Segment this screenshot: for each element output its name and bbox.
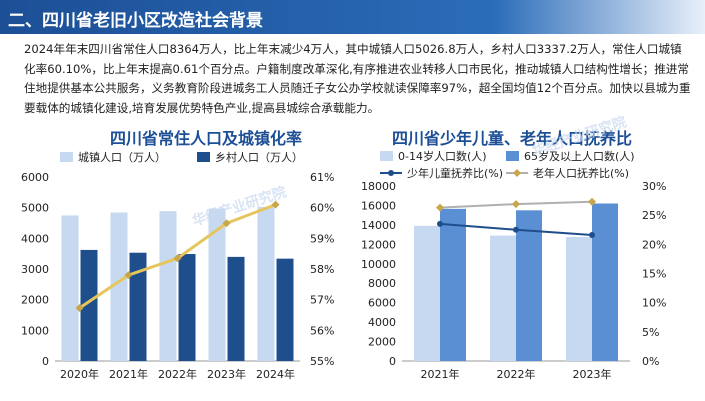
- left-y2-tick-label: 58%: [310, 263, 334, 276]
- left-y2-tick-label: 57%: [310, 294, 334, 307]
- left-y-tick-label: 5000: [21, 202, 49, 215]
- child-dependency-point: [589, 232, 595, 238]
- urban-population-bar: [110, 212, 128, 361]
- legend-item-urban: 城镇人口（万人）: [60, 149, 166, 165]
- legend-swatch-child: [380, 151, 393, 161]
- elderly-population-bar: [592, 203, 618, 361]
- right-y-tick-label: 0: [389, 355, 396, 368]
- old-age-dependency-point: [436, 203, 444, 212]
- left-x-tick-label: 2024年: [256, 367, 295, 381]
- left-y2-tick-label: 55%: [310, 355, 334, 368]
- left-chart-title: 四川省常住人口及城镇化率: [110, 129, 303, 148]
- right-y-tick-label: 6000: [368, 297, 396, 310]
- left-y-tick-label: 4000: [21, 232, 49, 245]
- right-x-tick-label: 2021年: [421, 367, 460, 381]
- intro-paragraph: 2024年年末四川省常住人口8364万人，比上年末减少4万人，其中城镇人口502…: [24, 42, 691, 115]
- urbanization-rate-point: [75, 303, 84, 312]
- legend-item-rural: 乡村人口（万人）: [197, 149, 303, 165]
- right-y2-tick-label: 10%: [642, 297, 666, 310]
- left-y2-tick-label: 59%: [310, 232, 334, 245]
- urbanization-rate-point: [271, 200, 280, 209]
- left-y-tick-label: 0: [42, 355, 49, 368]
- legend-item-child: 0-14岁人口数(人): [380, 148, 487, 164]
- rural-population-bar: [227, 256, 245, 361]
- old-age-dependency-point: [588, 197, 596, 206]
- child-population-bar: [490, 235, 516, 361]
- legend-item-old: 65岁及以上人口数(人): [506, 148, 635, 164]
- urbanization-rate-point: [222, 219, 231, 228]
- rural-population-bar: [178, 254, 196, 361]
- right-y-tick-label: 14000: [361, 219, 396, 232]
- section-header: 二、四川省老旧小区改造社会背景: [0, 0, 705, 34]
- legend-label-old-ratio: 老年人口抚养比(%): [533, 167, 630, 180]
- right-chart-title: 四川省少年儿童、老年人口抚养比: [392, 129, 633, 148]
- child-population-bar: [414, 225, 440, 361]
- right-x-tick-label: 2022年: [497, 367, 536, 381]
- left-y2-tick-label: 60%: [310, 202, 334, 215]
- left-y2-tick-label: 61%: [310, 171, 334, 184]
- rural-population-bar: [80, 249, 98, 361]
- left-y-tick-label: 6000: [21, 171, 49, 184]
- urban-population-bar: [61, 215, 79, 361]
- left-x-tick-label: 2020年: [60, 367, 99, 381]
- legend-item-child-ratio: 少年儿童抚养比(%): [380, 165, 503, 181]
- right-x-tick-label: 2023年: [573, 367, 612, 381]
- left-y-tick-label: 3000: [21, 263, 49, 276]
- right-y2-tick-label: 20%: [642, 238, 666, 251]
- rural-population-bar: [276, 258, 294, 361]
- legend-label-child-ratio: 少年儿童抚养比(%): [407, 167, 504, 180]
- legend-item-old-ratio: 老年人口抚养比(%): [506, 165, 629, 181]
- elderly-population-bar: [440, 208, 466, 361]
- legend-swatch-rural: [197, 152, 210, 162]
- urban-population-bar: [159, 211, 177, 361]
- urbanization-rate-point: [124, 271, 133, 280]
- urbanization-rate-point: [173, 254, 182, 263]
- legend-swatch-child-ratio: [380, 170, 402, 176]
- urban-population-bar: [257, 206, 275, 361]
- old-age-dependency-point: [512, 200, 520, 209]
- left-y-tick-label: 2000: [21, 294, 49, 307]
- legend-label-urban: 城镇人口（万人）: [78, 151, 166, 164]
- section-title: 二、四川省老旧小区改造社会背景: [8, 11, 263, 31]
- legend-label-old: 65岁及以上人口数(人): [524, 150, 635, 163]
- right-y2-tick-label: 15%: [642, 268, 666, 281]
- right-y-tick-label: 18000: [361, 180, 396, 193]
- right-y2-tick-label: 0%: [642, 355, 659, 368]
- left-x-tick-label: 2021年: [109, 367, 148, 381]
- legend-swatch-old-ratio: [506, 169, 528, 177]
- legend-swatch-urban: [60, 152, 73, 162]
- right-y-tick-label: 8000: [368, 277, 396, 290]
- right-y2-tick-label: 25%: [642, 209, 666, 222]
- left-y2-tick-label: 56%: [310, 324, 334, 337]
- elderly-population-bar: [516, 210, 542, 361]
- right-y2-tick-label: 5%: [642, 326, 659, 339]
- right-y-tick-label: 10000: [361, 258, 396, 271]
- left-x-tick-label: 2023年: [207, 367, 246, 381]
- urban-population-bar: [208, 208, 226, 361]
- legend-label-child: 0-14岁人口数(人): [398, 150, 487, 163]
- right-y-tick-label: 4000: [368, 316, 396, 329]
- child-dependency-point: [437, 220, 443, 227]
- right-y2-tick-label: 30%: [642, 180, 666, 193]
- child-population-bar: [566, 237, 592, 361]
- legend-swatch-old: [506, 151, 519, 161]
- rural-population-bar: [129, 252, 147, 361]
- legend-label-rural: 乡村人口（万人）: [215, 151, 303, 164]
- right-y-tick-label: 16000: [361, 199, 396, 212]
- left-y-tick-label: 1000: [21, 324, 49, 337]
- left-x-tick-label: 2022年: [158, 367, 197, 381]
- right-y-tick-label: 2000: [368, 336, 396, 349]
- child-dependency-point: [513, 226, 519, 233]
- right-y-tick-label: 12000: [361, 238, 396, 251]
